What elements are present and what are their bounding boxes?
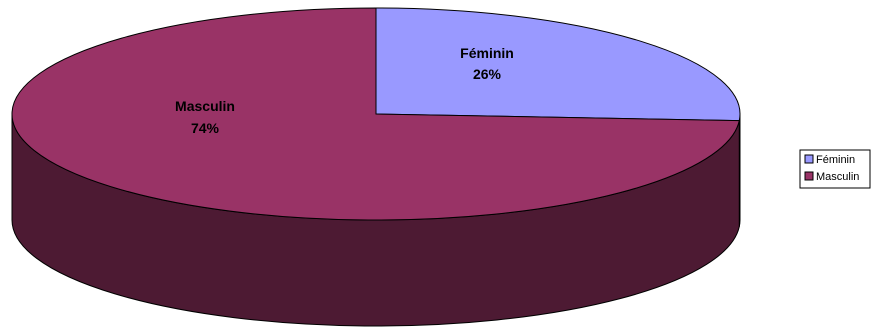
- pie-group: [11, 7, 741, 327]
- slice-label-masculin-percent: 74%: [191, 120, 220, 136]
- legend-label-masculin: Masculin: [816, 171, 859, 183]
- legend-swatch-feminin: [804, 154, 814, 164]
- legend-swatch-masculin: [804, 171, 814, 181]
- slice-labels: Féminin 26% Masculin 74%: [175, 45, 514, 136]
- slice-label-feminin-percent: 26%: [473, 66, 502, 82]
- slice-label-masculin-name: Masculin: [175, 98, 235, 114]
- legend: Féminin Masculin: [799, 149, 871, 189]
- slice-label-feminin-name: Féminin: [460, 45, 514, 61]
- pie-slice-feminin: [375, 7, 741, 122]
- pie-slice-masculin: [11, 7, 740, 221]
- legend-label-feminin: Féminin: [816, 154, 855, 166]
